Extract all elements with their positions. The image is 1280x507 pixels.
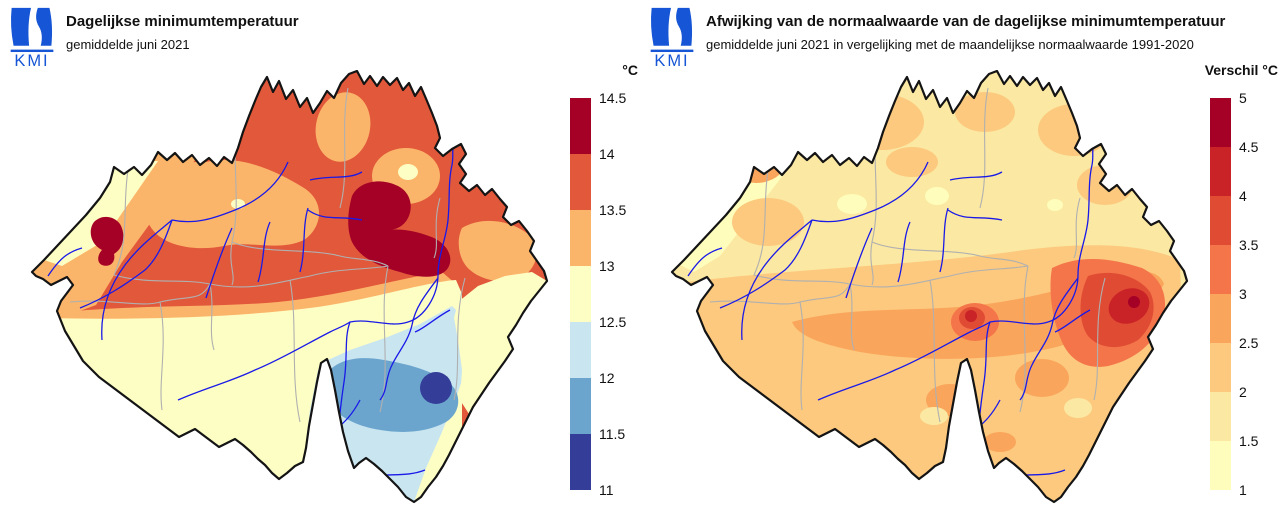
legend-segment <box>1210 147 1231 196</box>
legend-segment <box>570 378 591 434</box>
legend-segment <box>1210 245 1231 294</box>
legend-tick: 13.5 <box>599 202 627 218</box>
legend-tick: 12.5 <box>599 314 627 330</box>
legend-segment <box>1210 294 1231 343</box>
legend-segment <box>570 266 591 322</box>
legend-segment <box>1210 343 1231 392</box>
anomaly-map <box>670 70 1189 504</box>
legend-tick: 3.5 <box>1239 237 1259 253</box>
legend-segment <box>570 154 591 210</box>
map-title: Dagelijkse minimumtemperatuur <box>66 13 299 30</box>
legend-tick: 12 <box>599 370 615 386</box>
legend-segment <box>570 98 591 154</box>
legend-segment <box>1210 441 1231 490</box>
kmi-logo-text: KMI <box>654 52 689 69</box>
legend-tick: 13 <box>599 258 615 274</box>
legend-tick: 2 <box>1239 384 1247 400</box>
map-subtitle: gemiddelde juni 2021 <box>66 37 190 52</box>
kmi-logo: KMI <box>650 7 694 69</box>
legend-segment <box>1210 98 1231 147</box>
panel-temperature-anomaly: KMI Afwijking van de normaalwaarde van d… <box>640 0 1280 507</box>
legend-tick: 14 <box>599 146 615 162</box>
temperature-map <box>30 70 549 504</box>
legend-title: °C <box>622 62 638 78</box>
legend-segment <box>1210 196 1231 245</box>
legend-tick: 3 <box>1239 286 1247 302</box>
map-title: Afwijking van de normaalwaarde van de da… <box>706 13 1226 30</box>
legend-tick: 2.5 <box>1239 335 1259 351</box>
legend-tick: 11.5 <box>599 426 626 442</box>
legend-tick: 5 <box>1239 90 1247 106</box>
legend-tick: 4 <box>1239 188 1247 204</box>
legend-tick: 1 <box>1239 482 1247 498</box>
kmi-logo-text: KMI <box>14 52 49 69</box>
legend-segment <box>570 434 591 490</box>
legend-bar <box>570 98 591 490</box>
legend-title: Verschil °C <box>1204 62 1278 78</box>
color-scale-legend: Verschil °C 5 4.5 4 3.5 3 2.5 2 1.5 1 <box>1205 62 1278 498</box>
map-subtitle: gemiddelde juni 2021 in vergelijking met… <box>706 37 1194 52</box>
panel-minimum-temperature: KMI Dagelijkse minimumtemperatuur gemidd… <box>10 7 638 504</box>
legend-tick: 11 <box>599 482 614 498</box>
legend-tick: 4.5 <box>1239 139 1259 155</box>
legend-tick: 14.5 <box>599 90 627 106</box>
kmi-logo: KMI <box>10 7 54 69</box>
legend-segment <box>570 210 591 266</box>
color-scale-legend: °C 14.5 14 13.5 13 12.5 12 11.5 11 <box>570 62 638 498</box>
legend-segment <box>1210 392 1231 441</box>
legend-tick: 1.5 <box>1239 433 1259 449</box>
legend-segment <box>570 322 591 378</box>
legend-bar <box>1210 98 1231 490</box>
